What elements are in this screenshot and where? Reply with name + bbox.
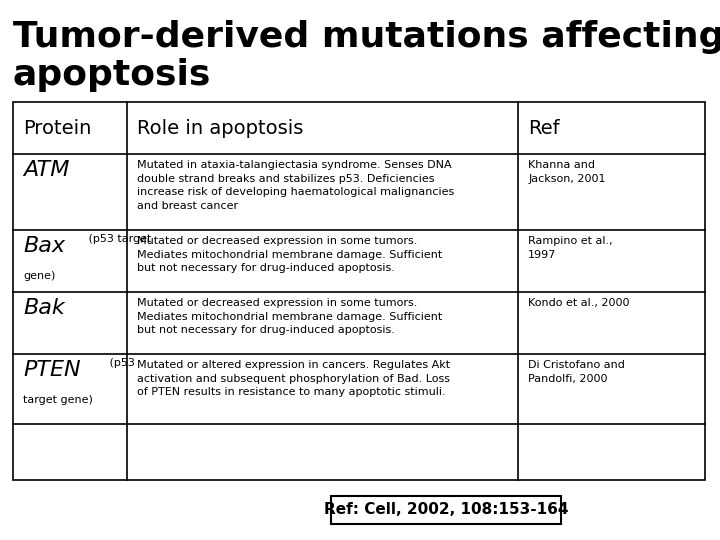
Text: PTEN: PTEN (23, 360, 81, 380)
Text: Kondo et al., 2000: Kondo et al., 2000 (528, 298, 630, 308)
Text: apoptosis: apoptosis (13, 58, 212, 92)
Text: Khanna and
Jackson, 2001: Khanna and Jackson, 2001 (528, 160, 606, 184)
Text: ATM: ATM (23, 160, 70, 180)
Text: Role in apoptosis: Role in apoptosis (138, 118, 304, 138)
Text: gene): gene) (23, 271, 55, 281)
Text: (p53 target: (p53 target (86, 234, 152, 244)
Text: Mutated or decreased expression in some tumors.
Mediates mitochondrial membrane : Mutated or decreased expression in some … (138, 236, 442, 273)
Text: Di Cristofano and
Pandolfi, 2000: Di Cristofano and Pandolfi, 2000 (528, 360, 625, 383)
Text: Ref: Ref (528, 118, 559, 138)
Text: Mutated in ataxia-talangiectasia syndrome. Senses DNA
double strand breaks and s: Mutated in ataxia-talangiectasia syndrom… (138, 160, 454, 211)
Bar (331, 496, 562, 524)
Text: Protein: Protein (23, 118, 91, 138)
Text: Mutated or altered expression in cancers. Regulates Akt
activation and subsequen: Mutated or altered expression in cancers… (138, 360, 450, 397)
Bar (13, 102, 705, 480)
Text: Rampino et al.,
1997: Rampino et al., 1997 (528, 236, 613, 260)
Text: Bak: Bak (23, 298, 65, 318)
Text: Bax: Bax (23, 236, 65, 256)
Text: (p53: (p53 (107, 358, 135, 368)
Text: Mutated or decreased expression in some tumors.
Mediates mitochondrial membrane : Mutated or decreased expression in some … (138, 298, 442, 335)
Text: target gene): target gene) (23, 395, 93, 405)
Text: Tumor-derived mutations affecting: Tumor-derived mutations affecting (13, 20, 720, 54)
Text: Ref: Cell, 2002, 108:153-164: Ref: Cell, 2002, 108:153-164 (324, 503, 569, 517)
